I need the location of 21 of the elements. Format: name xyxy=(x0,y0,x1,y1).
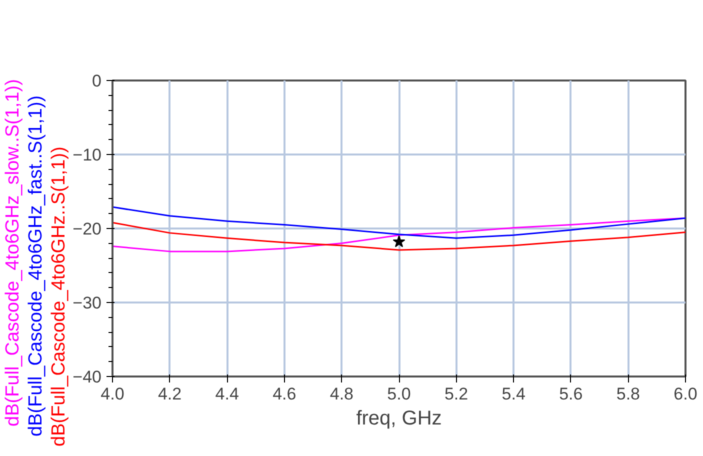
x-tick-label: 4.6 xyxy=(272,384,296,404)
x-tick-label: 5.4 xyxy=(502,384,526,404)
y-tick-label: −30 xyxy=(72,294,102,312)
x-axis-title: freq, GHz xyxy=(356,408,442,430)
y-tick-label: −10 xyxy=(72,146,102,164)
text: dB(Full_Cascode_4to6GHz_slow..S(1,1)) xyxy=(2,79,24,426)
x-tick-label: 4.4 xyxy=(215,384,239,404)
x-tick-label: 5.6 xyxy=(559,384,583,404)
x-tick-label: 5.0 xyxy=(387,384,411,404)
text: dB(Full_Cascode_4to6GHz_fast..S(1,1)) xyxy=(26,95,46,436)
x-tick-label: 4.0 xyxy=(100,384,124,404)
x-tick-label: 5.8 xyxy=(616,384,640,404)
line-series xyxy=(112,206,686,239)
x-tick-label: 4.8 xyxy=(330,384,354,404)
x-tick-label: 5.2 xyxy=(444,384,468,404)
y-tick-label: −40 xyxy=(72,368,102,386)
text: dB(Full_Cascode_4to6GHz..S(1,1)) xyxy=(48,146,70,446)
y-tick-label: −20 xyxy=(72,220,102,238)
x-tick-label: 6.0 xyxy=(674,384,698,404)
y-tick-label: 0 xyxy=(92,72,102,90)
x-tick-label: 4.2 xyxy=(158,384,182,404)
